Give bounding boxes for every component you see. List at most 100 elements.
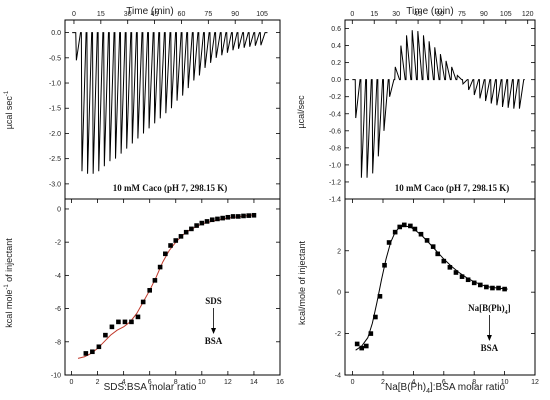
x-tick-label: 75 xyxy=(204,11,212,18)
data-point xyxy=(215,216,220,222)
data-point xyxy=(382,262,387,268)
x-tick-label: 10 xyxy=(198,379,206,386)
data-point xyxy=(173,238,179,243)
y-tick-label: -8 xyxy=(55,339,61,346)
x-tick-label: 0 xyxy=(70,379,74,386)
x-tick-label: 45 xyxy=(151,11,159,18)
y-tick-label: -10 xyxy=(51,373,61,380)
y-tick-label: -1.2 xyxy=(329,179,341,186)
y-tick-label: -2.5 xyxy=(49,156,61,163)
data-point xyxy=(83,351,89,356)
left-thermogram-panel: Time (min) µcal sec-1 10 mM Caco (pH 7, … xyxy=(4,6,281,200)
data-point xyxy=(412,226,418,232)
annotation-arrow-head xyxy=(486,335,492,341)
data-point xyxy=(116,319,121,325)
y-tick-label: -1.0 xyxy=(329,162,341,169)
x-tick-label: 15 xyxy=(370,11,378,18)
data-point xyxy=(90,349,95,355)
x-tick-label: 4 xyxy=(411,379,415,386)
data-point xyxy=(441,258,447,264)
data-point xyxy=(502,286,507,292)
y-tick-label: -0.5 xyxy=(49,55,61,62)
y-tick-label: -4 xyxy=(335,373,341,380)
data-point xyxy=(496,285,501,291)
left-molar-ratio-axis-title: SDS:BSA molar ratio xyxy=(104,382,197,393)
right-bsa-label: BSA xyxy=(481,343,499,353)
data-point xyxy=(189,226,194,232)
data-point xyxy=(204,219,210,224)
data-point xyxy=(477,282,483,288)
data-point xyxy=(471,280,477,286)
y-tick-label: 2 xyxy=(337,248,341,255)
plot-frame xyxy=(344,198,536,376)
y-tick-label: 0.4 xyxy=(331,43,341,50)
y-tick-label: -4 xyxy=(55,273,61,280)
data-point xyxy=(453,270,459,275)
data-point xyxy=(178,234,184,239)
data-point xyxy=(447,265,453,270)
x-tick-label: 0 xyxy=(350,11,354,18)
x-tick-label: 90 xyxy=(480,11,488,18)
right-thermogram-panel: Time (min) µcal/sec 10 mM Caco (pH 7, 29… xyxy=(296,6,536,204)
y-tick-label: 0 xyxy=(337,290,341,297)
left-binding-isotherm-panel: SDS:BSA molar ratio kcal mole-1 of injec… xyxy=(4,198,284,393)
data-point xyxy=(129,319,134,325)
data-point xyxy=(377,294,383,299)
plot-frame xyxy=(344,19,536,200)
data-point xyxy=(490,285,495,291)
right-time-axis-title: Time (min) xyxy=(406,6,453,17)
x-tick-label: 105 xyxy=(256,11,268,18)
data-point xyxy=(168,243,173,248)
data-point xyxy=(354,341,360,347)
x-tick-label: 6 xyxy=(148,379,152,386)
data-point xyxy=(163,251,168,257)
x-tick-label: 75 xyxy=(458,11,466,18)
data-point xyxy=(246,213,252,218)
annotation-arrow-head xyxy=(211,328,217,334)
left-bsa-label: BSA xyxy=(205,336,223,346)
y-tick-label: -1.5 xyxy=(49,106,61,113)
data-point xyxy=(220,215,225,221)
y-tick-label: -2.0 xyxy=(49,131,61,138)
y-tick-label: 0.6 xyxy=(331,26,341,33)
x-tick-label: 105 xyxy=(500,11,512,18)
x-tick-label: 6 xyxy=(442,379,446,386)
x-tick-label: 4 xyxy=(122,379,126,386)
x-tick-label: 0 xyxy=(72,11,76,18)
y-tick-label: -0.2 xyxy=(329,94,341,101)
x-tick-label: 30 xyxy=(392,11,400,18)
left-buffer-annotation: 10 mM Caco (pH 7, 298.15 K) xyxy=(113,183,228,193)
data-point xyxy=(135,314,141,320)
data-point xyxy=(363,343,369,349)
y-tick-label: -1.0 xyxy=(49,81,61,88)
y-tick-label: 0.2 xyxy=(331,60,341,67)
x-tick-label: 2 xyxy=(96,379,100,386)
x-tick-label: 60 xyxy=(436,11,444,18)
data-point xyxy=(459,274,465,279)
data-point xyxy=(152,278,158,283)
data-point xyxy=(209,217,215,223)
data-point xyxy=(373,314,378,320)
left-thermogram-y-axis-title: µcal sec-1 xyxy=(4,90,14,129)
data-point xyxy=(430,244,436,249)
data-point xyxy=(236,214,241,219)
data-point xyxy=(424,238,430,243)
y-tick-label: 0 xyxy=(57,206,61,213)
x-tick-label: 15 xyxy=(97,11,105,18)
data-point xyxy=(103,332,108,338)
data-point xyxy=(368,331,374,336)
x-tick-label: 45 xyxy=(414,11,422,18)
data-point xyxy=(397,224,403,230)
x-tick-label: 16 xyxy=(276,379,284,386)
data-point xyxy=(109,324,115,330)
left-time-axis-title: Time (min) xyxy=(126,6,173,17)
thermogram-trace xyxy=(72,32,268,174)
data-point xyxy=(157,264,163,270)
x-tick-label: 8 xyxy=(472,379,476,386)
x-tick-label: 12 xyxy=(224,379,232,386)
x-tick-label: 14 xyxy=(250,379,258,386)
x-tick-label: 12 xyxy=(531,379,539,386)
y-tick-label: -1.4 xyxy=(329,197,341,204)
left-enthalpy-y-axis-title: kcal mole-1 of injectant xyxy=(4,238,14,328)
